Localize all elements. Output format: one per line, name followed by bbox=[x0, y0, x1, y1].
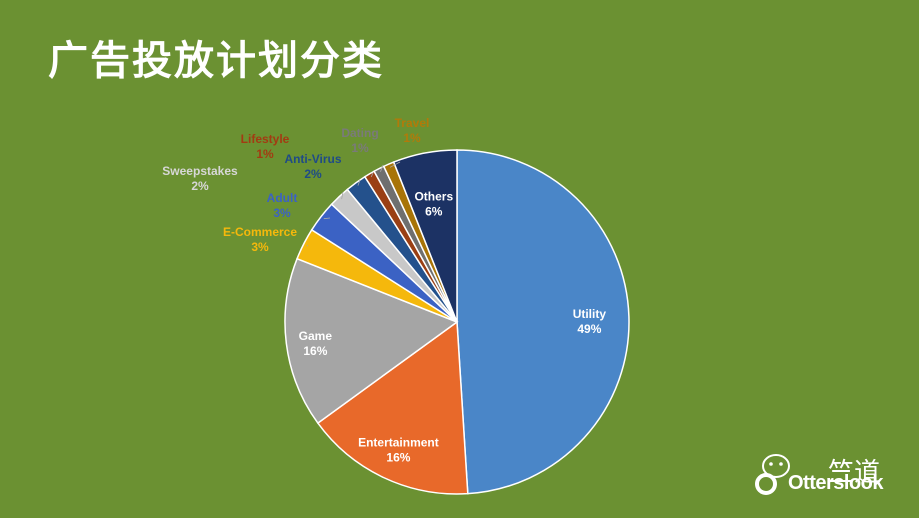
leader-line-travel bbox=[389, 161, 401, 168]
slice-label-game: Game bbox=[299, 329, 333, 343]
slice-value-e-commerce: 3% bbox=[251, 240, 269, 254]
slice-label-sweepstakes: Sweepstakes bbox=[162, 164, 238, 178]
pie-slice-others bbox=[392, 149, 458, 323]
slice-value-anti-virus: 2% bbox=[304, 167, 322, 181]
wechat-logo-icon bbox=[755, 454, 790, 495]
slice-label-travel: Travel bbox=[395, 116, 430, 130]
slice-value-dating: 1% bbox=[351, 141, 369, 155]
leader-line-anti-virus bbox=[357, 179, 361, 186]
pie-slices bbox=[284, 149, 630, 495]
watermark: 竺道 Otterslook bbox=[752, 452, 912, 496]
slice-label-utility: Utility bbox=[573, 307, 607, 321]
slice-value-adult: 3% bbox=[273, 206, 291, 220]
leader-lines bbox=[306, 161, 401, 247]
slice-label-others: Others bbox=[414, 189, 453, 203]
watermark-en-text: Otterslook bbox=[788, 472, 884, 494]
pie-slice-game bbox=[284, 257, 459, 425]
slice-value-lifestyle: 1% bbox=[256, 147, 274, 161]
slice-value-others: 6% bbox=[425, 204, 443, 218]
slice-value-utility: 49% bbox=[577, 322, 601, 336]
pie-slice-entertainment bbox=[316, 320, 469, 495]
leader-line-lifestyle bbox=[370, 172, 374, 178]
slice-label-lifestyle: Lifestyle bbox=[241, 132, 290, 146]
slice-label-entertainment: Entertainment bbox=[358, 436, 439, 450]
leader-line-dating bbox=[380, 164, 384, 172]
slice-label-adult: Adult bbox=[267, 191, 298, 205]
leader-line-e-commerce bbox=[306, 245, 309, 247]
slice-label-dating: Dating bbox=[341, 126, 378, 140]
slice-value-travel: 1% bbox=[403, 131, 421, 145]
pie-slice-utility bbox=[456, 149, 630, 495]
leader-line-sweepstakes bbox=[341, 191, 344, 200]
slice-label-anti-virus: Anti-Virus bbox=[284, 152, 341, 166]
leader-line-adult bbox=[323, 217, 331, 220]
slice-value-entertainment: 16% bbox=[386, 451, 410, 465]
slice-value-sweepstakes: 2% bbox=[191, 179, 209, 193]
slice-label-e-commerce: E-Commerce bbox=[223, 225, 297, 239]
slice-labels: Utility49%Entertainment16%Game16%E-Comme… bbox=[162, 116, 606, 465]
slice-value-game: 16% bbox=[303, 344, 327, 358]
slide-title: 广告投放计划分类 bbox=[48, 38, 384, 84]
watermark-cn-text: 竺道 bbox=[828, 458, 881, 488]
